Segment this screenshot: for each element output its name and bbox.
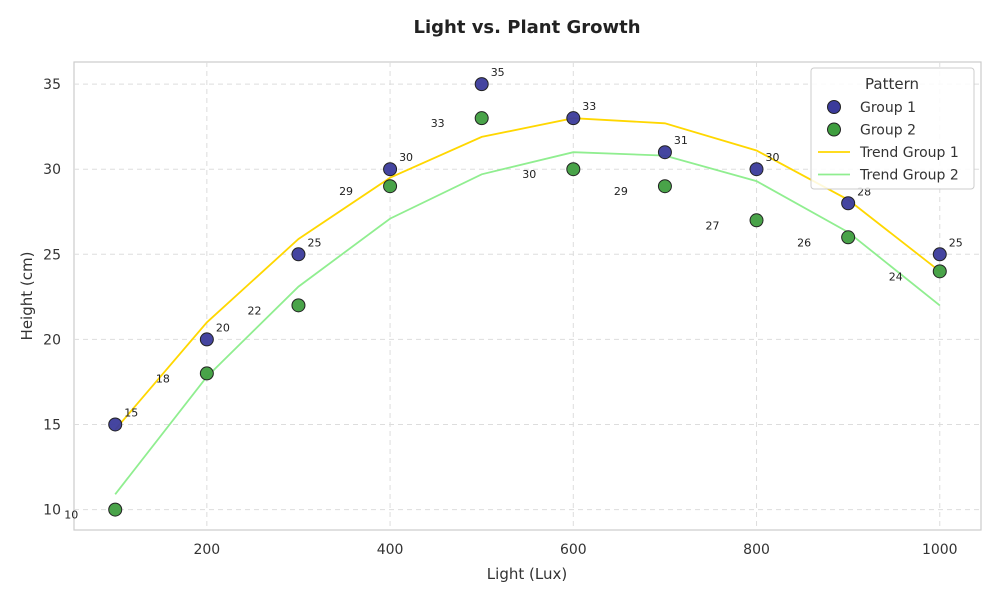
legend-marker-group-2 — [827, 122, 841, 137]
group-2-data-label: 29 — [614, 185, 628, 198]
legend-box — [810, 67, 975, 190]
group-1-data-label: 33 — [582, 100, 596, 113]
x-axis-label: Light (Lux) — [487, 565, 567, 583]
legend-label-trend-group-2: Trend Group 2 — [859, 168, 959, 184]
group-2-point — [383, 179, 398, 194]
y-tick-label: 15 — [43, 417, 61, 433]
group-1-data-label: 25 — [949, 236, 963, 249]
y-tick-labels: 10 15 20 25 30 35 — [43, 77, 61, 518]
group-1-data-label: 15 — [124, 406, 138, 419]
group-2-data-label: 18 — [156, 372, 170, 385]
x-tick-label: 800 — [743, 542, 770, 558]
y-tick-label: 35 — [43, 77, 61, 93]
group-2-point — [932, 264, 947, 279]
group-2-data-label: 10 — [64, 509, 78, 522]
y-tick-label: 20 — [43, 332, 61, 348]
y-tick-label: 10 — [43, 503, 61, 519]
x-tick-label: 200 — [193, 542, 220, 558]
group-2-point — [291, 298, 306, 313]
group-1-point — [566, 111, 581, 126]
group-1-point — [841, 196, 856, 211]
legend-marker-group-1 — [827, 100, 841, 114]
legend-title: Pattern — [865, 75, 919, 93]
y-tick-label: 25 — [43, 247, 61, 263]
group-2-data-label: 26 — [797, 236, 811, 249]
group-2-point — [199, 366, 214, 381]
group-2-point — [108, 502, 123, 517]
y-axis-label: Height (cm) — [18, 252, 36, 341]
group-2-data-label: 27 — [706, 219, 720, 232]
group-1-data-label: 31 — [674, 134, 688, 147]
group-2-point — [749, 213, 764, 228]
legend-label-trend-group-1: Trend Group 1 — [859, 145, 959, 161]
y-tick-label: 30 — [43, 162, 61, 178]
trend-lines — [114, 117, 941, 495]
group-1-point — [291, 247, 306, 262]
group-2-data-label: 29 — [339, 185, 353, 198]
x-tick-label: 400 — [377, 542, 404, 558]
group-1-point — [108, 417, 123, 432]
group-1-data-label: 30 — [399, 151, 413, 164]
group-1-point — [749, 162, 764, 177]
x-tick-label: 600 — [560, 542, 587, 558]
trend-group-2-line — [114, 151, 941, 495]
chart-title: Light vs. Plant Growth — [413, 17, 640, 38]
data-points — [108, 77, 947, 517]
group-2-point — [841, 230, 856, 245]
x-tick-label: 1000 — [922, 542, 958, 558]
group-2-data-label: 22 — [247, 304, 261, 317]
trend-group-1-line — [114, 117, 941, 431]
group-2-data-label: 33 — [431, 117, 445, 130]
group-1-point — [474, 77, 489, 92]
x-tick-labels: 200 400 600 800 1000 — [193, 542, 957, 558]
grid-lines — [74, 62, 981, 530]
group-2-point — [657, 179, 672, 194]
group-1-data-label: 20 — [216, 321, 230, 334]
group-2-data-label: 24 — [889, 270, 903, 283]
group-1-data-label: 30 — [766, 151, 780, 164]
legend-label-group-1: Group 1 — [860, 100, 916, 116]
group-2-data-label: 30 — [522, 168, 536, 181]
group-1-point — [383, 162, 398, 177]
legend-label-group-2: Group 2 — [860, 123, 916, 139]
group-1-data-label: 25 — [307, 236, 321, 249]
group-1-data-label: 35 — [491, 66, 505, 79]
group-1-point — [932, 247, 947, 262]
group-2-point — [474, 111, 489, 126]
group-2-point — [566, 162, 581, 177]
group-1-point — [657, 145, 672, 160]
legend: Pattern Group 1 Group 2 Trend Group 1 Trend… — [810, 67, 975, 190]
group-1-point — [199, 332, 214, 347]
